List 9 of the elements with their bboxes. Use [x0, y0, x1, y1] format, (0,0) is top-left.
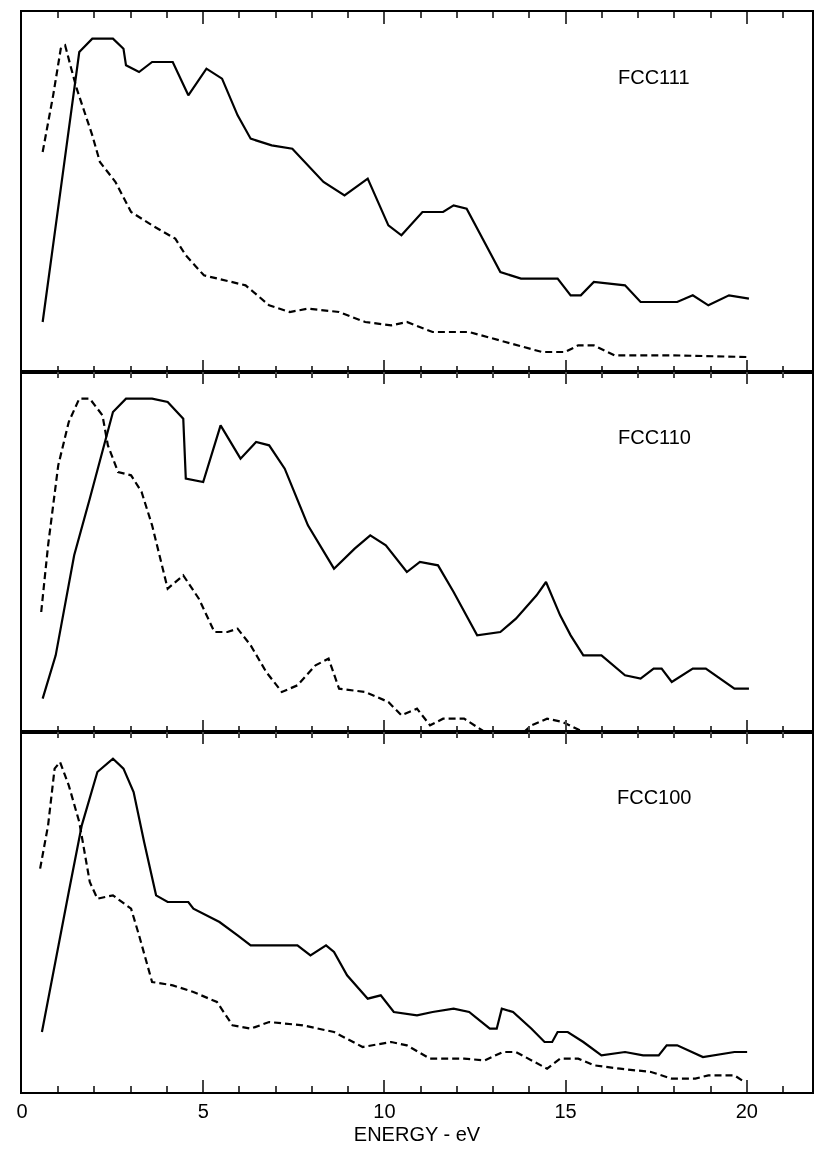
annotation: FCC100	[617, 786, 692, 808]
x-tick-label: 0	[16, 1100, 28, 1122]
x-tick-label: 20	[735, 1100, 758, 1122]
x-axis-title: ENERGY - eV	[353, 1123, 481, 1145]
x-tick-label: 5	[197, 1100, 209, 1122]
x-tick-label: 10	[373, 1100, 396, 1122]
x-tick-label: 15	[554, 1100, 577, 1122]
annotation: FCC110	[618, 426, 691, 448]
annotation: FCC111	[618, 66, 690, 88]
